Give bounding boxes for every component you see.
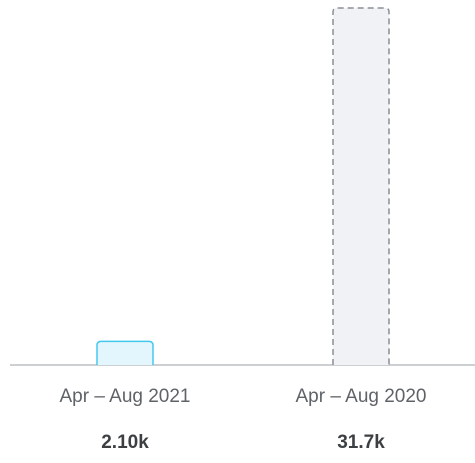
bar-1[interactable]	[96, 340, 154, 365]
bar-2[interactable]	[332, 7, 390, 365]
labels-group: Apr – Aug 2021 2.10k Apr – Aug 2020 31.7k	[60, 386, 427, 453]
bars-group	[96, 7, 390, 365]
period-label-1: Apr – Aug 2021	[60, 386, 191, 407]
value-label-1: 2.10k	[101, 432, 149, 453]
period-label-2: Apr – Aug 2020	[296, 386, 427, 407]
value-label-2: 31.7k	[337, 432, 385, 453]
